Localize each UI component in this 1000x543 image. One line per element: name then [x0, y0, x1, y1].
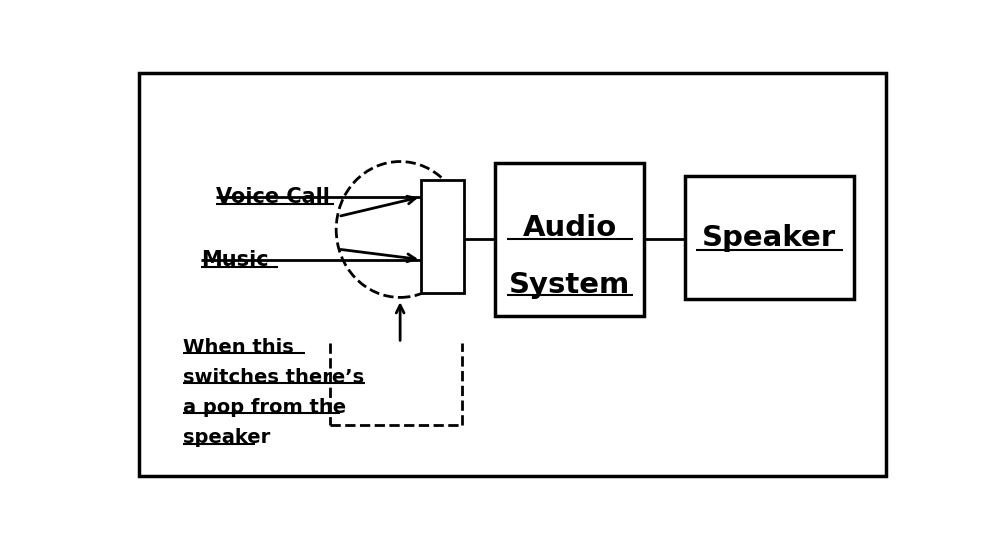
- Bar: [495, 163, 644, 316]
- Text: Speaker: Speaker: [702, 224, 836, 252]
- Text: System: System: [509, 270, 630, 299]
- Text: Voice Call: Voice Call: [216, 187, 330, 207]
- Bar: [421, 180, 464, 293]
- Text: a pop from the: a pop from the: [183, 398, 346, 417]
- Text: Music: Music: [201, 250, 269, 269]
- Text: speaker: speaker: [183, 428, 270, 447]
- Bar: [685, 176, 854, 299]
- Text: When this: When this: [183, 338, 294, 357]
- Text: switches there’s: switches there’s: [183, 368, 364, 387]
- Text: Audio: Audio: [523, 214, 617, 242]
